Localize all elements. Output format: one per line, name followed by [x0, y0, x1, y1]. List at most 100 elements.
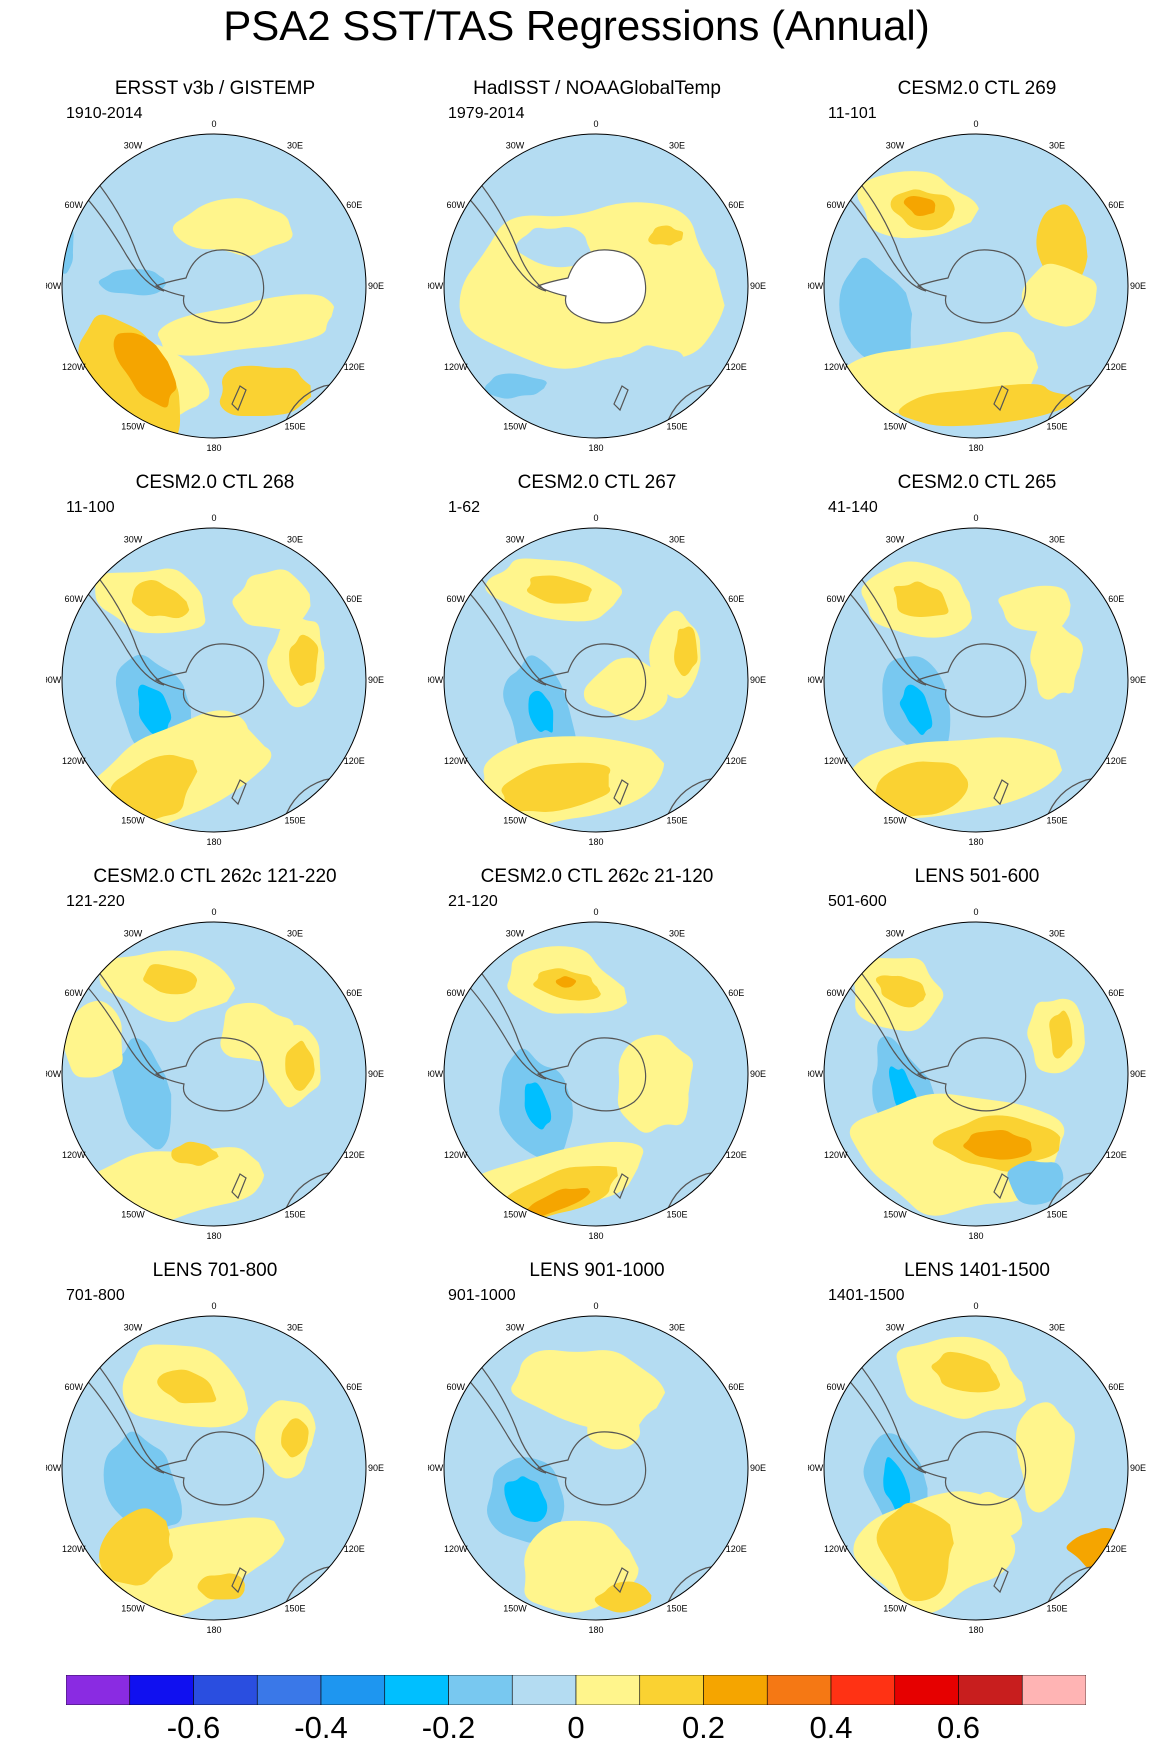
colorbar-tick-label: 0.4 — [809, 1710, 853, 1745]
new-zealand-coastline — [613, 1173, 629, 1200]
longitude-label: 30W — [886, 141, 905, 151]
longitude-label: 90W — [46, 675, 62, 685]
longitude-label: 120E — [726, 1150, 747, 1160]
longitude-label: 90E — [750, 675, 766, 685]
africa-coastline — [1065, 923, 1127, 950]
africa-coastline — [1065, 529, 1127, 556]
anomaly-region — [648, 225, 684, 246]
new-zealand-coastline — [613, 385, 629, 412]
anomaly-region — [289, 634, 319, 686]
longitude-label: 120W — [444, 1150, 468, 1160]
anomaly-region — [157, 294, 335, 356]
anomaly-region — [898, 383, 1077, 427]
longitude-label: 90E — [368, 1463, 384, 1473]
anomaly-region — [617, 1034, 694, 1133]
colorbar-labels: -0.6 -0.4 -0.2 0 0.2 0.4 0.6 — [0, 1710, 1153, 1750]
new-zealand-coastline — [231, 385, 247, 412]
south-america-coastline — [450, 1336, 547, 1474]
longitude-label: 30E — [287, 535, 303, 545]
polar-map: 0 30E 60E 90E 120E 150E 180 150W 120W 90W 60W 30W — [46, 907, 384, 1241]
period-label: 11-100 — [66, 499, 115, 516]
longitude-label: 150E — [666, 1603, 687, 1613]
longitude-label: 30E — [669, 141, 685, 151]
anomaly-region — [899, 684, 933, 736]
antarctica-coastline — [154, 1037, 265, 1112]
longitude-label: 0 — [593, 1301, 598, 1311]
period-label: 121-220 — [66, 893, 125, 910]
longitude-label: 180 — [968, 837, 983, 847]
period-label: 41-140 — [828, 499, 878, 516]
map-border — [443, 1315, 749, 1621]
colorbar-svg — [65, 1674, 1087, 1706]
longitude-label: 150W — [121, 1603, 145, 1613]
anomaly-region — [524, 1082, 552, 1130]
longitude-label: 0 — [211, 119, 216, 129]
longitude-label: 150E — [1046, 815, 1067, 825]
longitude-label: 30E — [287, 141, 303, 151]
longitude-label: 90E — [1130, 1463, 1146, 1473]
anomaly-region — [143, 964, 198, 995]
map-border — [61, 1315, 367, 1621]
colorbar-segment — [448, 1674, 513, 1706]
longitude-label: 60E — [1108, 594, 1124, 604]
longitude-label: 150E — [284, 421, 305, 431]
new-zealand-coastline — [231, 1567, 247, 1594]
new-zealand-coastline — [231, 779, 247, 806]
antarctica-coastline — [536, 249, 647, 324]
longitude-label: 120E — [1106, 756, 1127, 766]
longitude-label: 30E — [1049, 141, 1065, 151]
anomaly-region — [285, 1040, 315, 1091]
africa-coastline — [685, 529, 747, 556]
new-zealand-coastline — [993, 385, 1009, 412]
figure-title: PSA2 SST/TAS Regressions (Annual) — [223, 2, 930, 49]
anomaly-field — [824, 528, 1128, 832]
period-label: 1-62 — [448, 499, 481, 516]
longitude-label: 150E — [1046, 421, 1067, 431]
colorbar-segment — [256, 1674, 322, 1706]
anomaly-field — [62, 1316, 366, 1620]
anomaly-region — [674, 626, 698, 677]
longitude-label: 150W — [503, 1209, 527, 1219]
panel-title: CESM2.0 CTL 268 — [135, 472, 295, 493]
anomaly-region — [998, 585, 1071, 632]
longitude-label: 60W — [446, 1382, 465, 1392]
colorbar-tick-label: 0 — [567, 1710, 585, 1745]
longitude-label: 90E — [1130, 1069, 1146, 1079]
anomaly-region — [157, 1369, 217, 1404]
polar-map: 0 30E 60E 90E 120E 150E 180 150W 120W 90W 60W 30W — [808, 1301, 1146, 1635]
longitude-label: 30W — [506, 141, 525, 151]
longitude-label: 60E — [1108, 988, 1124, 998]
polar-map: 0 30E 60E 90E 120E 150E 180 150W 120W 90W 60W 30W — [808, 907, 1146, 1241]
longitude-label: 30E — [669, 929, 685, 939]
longitude-label: 90W — [428, 1069, 444, 1079]
longitude-label: 150W — [503, 421, 527, 431]
colorbar-tick-label: 0.6 — [936, 1710, 981, 1745]
panel-title: CESM2.0 CTL 262c 21-120 — [480, 866, 714, 887]
south-america-coastline — [68, 1336, 165, 1474]
background-field — [62, 134, 366, 438]
south-america-coastline — [450, 154, 547, 292]
longitude-label: 120E — [344, 756, 365, 766]
map-panel: HadISST / NOAAGlobalTemp 0 30E 60E 90E 120E 15… — [412, 78, 782, 473]
map-panel: CESM2.0 CTL 267 0 30E 60E 90E 120E 150E 180 150W… — [412, 472, 782, 867]
map-panel: CESM2.0 CTL 262c 21-120 0 30E 60E 90E 120E 150… — [412, 866, 782, 1261]
south-america-coastline — [68, 154, 165, 292]
anomaly-field — [444, 922, 748, 1226]
longitude-label: 60E — [346, 1382, 362, 1392]
map-panel: LENS 901-1000 0 30E 60E 90E 120E 150E 180 150W 12… — [412, 1260, 782, 1655]
longitude-label: 90E — [1130, 281, 1146, 291]
anomaly-region — [617, 345, 687, 387]
anomaly-region — [171, 1141, 219, 1166]
longitude-label: 90W — [46, 281, 62, 291]
longitude-label: 30E — [287, 929, 303, 939]
longitude-label: 0 — [211, 1301, 216, 1311]
longitude-label: 90E — [368, 675, 384, 685]
longitude-label: 150W — [883, 1209, 907, 1219]
map-border — [823, 1315, 1129, 1621]
anomaly-region — [1021, 263, 1097, 327]
anomaly-region — [594, 1581, 652, 1613]
polar-map: 0 30E 60E 90E 120E 150E 180 150W 120W 90W 60W 30W — [428, 119, 766, 453]
panel-title: CESM2.0 CTL 265 — [897, 472, 1057, 493]
anomaly-region — [1015, 1402, 1076, 1513]
antarctica-coastline — [154, 249, 265, 324]
